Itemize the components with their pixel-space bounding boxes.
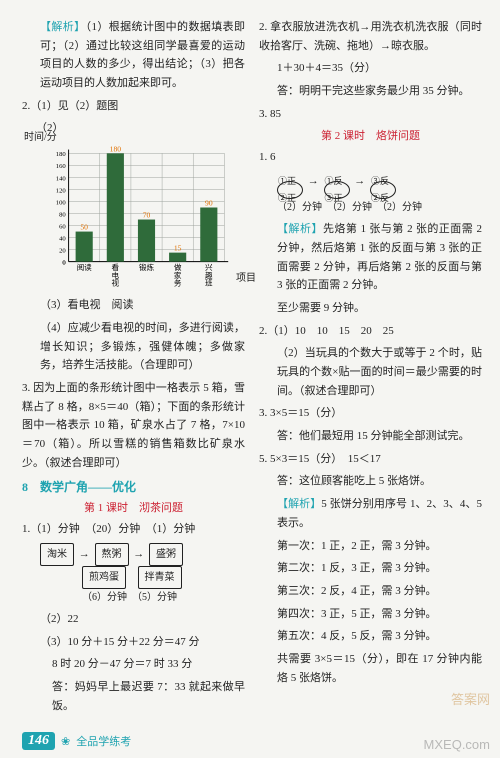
x-axis-label: 项目 bbox=[236, 269, 256, 284]
q3: 3. 因为上面的条形统计图中一格表示 5 箱，雪糕占了 8 格，8×5＝40（箱… bbox=[22, 379, 245, 472]
step-3: 第三次：2 反，4 正，需 3 分钟。 bbox=[259, 582, 482, 601]
page: 【解析】（1）根据统计图中的数据填表即可；（2）通过比较这组同学最喜爱的运动项目… bbox=[0, 0, 500, 719]
p-time: 8 时 20 分－47 分＝7 时 33 分 bbox=[22, 655, 245, 674]
section-title-8: 8 数学广角——优化 bbox=[22, 478, 245, 495]
analysis-label-2: 【解析】 bbox=[277, 223, 323, 235]
svg-text:60: 60 bbox=[59, 224, 66, 231]
p3: （3）看电视 阅读 bbox=[22, 296, 245, 315]
r-sum: 共需要 3×5＝15（分），即在 17 分钟内能烙 5 张烙饼。 bbox=[259, 650, 482, 687]
svg-text:锻炼: 锻炼 bbox=[139, 262, 155, 272]
r-q2r2: （2）当玩具的个数大于或等于 2 个时，贴玩具的个数×贴一面的时间＝最少需要的时… bbox=[259, 344, 482, 400]
p310: （3）10 分＋15 分＋22 分＝47 分 bbox=[22, 633, 245, 652]
flow-time-1: （6）分钟 bbox=[82, 592, 127, 603]
y-axis-label: 时间/分 bbox=[24, 128, 57, 143]
svg-text:100: 100 bbox=[56, 199, 67, 206]
flow-node-a: 淘米 bbox=[40, 543, 74, 566]
analysis-label-3: 【解析】 bbox=[277, 498, 321, 510]
bar-chart: 时间/分 项目 02040608010012014016018050阅读180看… bbox=[42, 142, 232, 292]
analysis-1: 【解析】（1）根据统计图中的数据填表即可；（2）通过比较这组同学最喜爱的运动项目… bbox=[22, 18, 245, 93]
svg-text:看电视: 看电视 bbox=[112, 263, 120, 287]
svg-text:阅读: 阅读 bbox=[77, 262, 93, 272]
r-q2c: 答：明明干完这些家务最少用 35 分钟。 bbox=[259, 82, 482, 101]
r-q3r2: 答：他们最短用 15 分钟能全部测试完。 bbox=[259, 427, 482, 446]
circle-node-1: ①正②正 bbox=[277, 181, 303, 199]
footer-flower-icon: ❀ bbox=[61, 735, 70, 748]
lesson-2-title: 第 2 课时 烙饼问题 bbox=[259, 127, 482, 143]
circle-flow: ①正②正 → ①反③正 → ③反②反 bbox=[259, 171, 482, 199]
r-q5b: 答：这位顾客能吃上 5 张烙饼。 bbox=[259, 472, 482, 491]
r-q2a: 2. 拿衣服放进洗衣机→用洗衣机洗衣服（同时收拾客厅、洗碗、拖地）→晾衣服。 bbox=[259, 18, 482, 55]
q1-line: 1.（1）分钟 （20）分钟 （1）分钟 bbox=[22, 520, 245, 539]
r-q3r: 3. 3×5＝15（分） bbox=[259, 404, 482, 423]
p22: （2）22 bbox=[22, 610, 245, 629]
r-q3: 3. 85 bbox=[259, 105, 482, 124]
arrow-icon: → bbox=[133, 544, 144, 565]
svg-text:15: 15 bbox=[174, 244, 182, 253]
r-q2r: 2.（1）10 10 15 20 25 bbox=[259, 322, 482, 341]
p-least: 至少需要 9 分钟。 bbox=[259, 299, 482, 318]
flow-node-b: 熬粥 bbox=[95, 543, 129, 566]
analysis-3: 【解析】5 张饼分别用序号 1、2、3、4、5 表示。 bbox=[259, 495, 482, 532]
chart-svg: 0 20 40 60 80 100 120 140 160 180 50 阅读 180 看电视 70 锻炼 15… bbox=[42, 142, 232, 292]
svg-text:40: 40 bbox=[59, 236, 66, 243]
watermark-2: MXEQ.com bbox=[424, 737, 490, 752]
r-q2b: 1＋30＋4＝35（分） bbox=[259, 59, 482, 78]
step-4: 第四次：3 正，5 正，需 3 分钟。 bbox=[259, 605, 482, 624]
svg-text:180: 180 bbox=[56, 151, 67, 158]
svg-text:160: 160 bbox=[56, 163, 67, 170]
flow-diagram: 淘米 → 熬粥 → 盛粥 bbox=[22, 543, 245, 566]
step-2: 第二次：1 反，3 正，需 3 分钟。 bbox=[259, 559, 482, 578]
svg-text:20: 20 bbox=[59, 248, 66, 255]
circle-node-2: ①反③正 bbox=[324, 181, 350, 199]
svg-text:兴趣班: 兴趣班 bbox=[205, 263, 213, 287]
svg-text:70: 70 bbox=[143, 211, 151, 220]
watermark-1: 答案网 bbox=[451, 689, 490, 708]
r-q1: 1. 6 bbox=[259, 148, 482, 167]
step-1: 第一次：1 正，2 正，需 3 分钟。 bbox=[259, 537, 482, 556]
svg-text:50: 50 bbox=[80, 223, 88, 232]
q2-heading: 2.（1）见（2）题图 bbox=[22, 97, 245, 116]
svg-text:做家务: 做家务 bbox=[174, 262, 182, 287]
circle-times: （2）分钟 （2）分钟 （2）分钟 bbox=[259, 199, 482, 216]
lesson-1-title: 第 1 课时 沏茶问题 bbox=[22, 499, 245, 515]
svg-text:80: 80 bbox=[59, 211, 66, 218]
page-footer: 146 ❀ 全品学练考 bbox=[22, 732, 131, 750]
page-number: 146 bbox=[22, 732, 55, 750]
arrow-icon: → bbox=[79, 544, 90, 565]
flow-times: （6）分钟 （5）分钟 bbox=[22, 589, 245, 606]
p-answer: 答：妈妈早上最迟要 7：33 就起来做早饭。 bbox=[22, 678, 245, 715]
arrow-icon: → bbox=[308, 171, 319, 192]
footer-text: 全品学练考 bbox=[76, 733, 131, 749]
flow-node-e: 拌青菜 bbox=[138, 566, 182, 589]
arrow-icon: → bbox=[354, 171, 365, 192]
circle-node-3: ③反②反 bbox=[370, 181, 396, 199]
step-5: 第五次：4 反，5 反，需 3 分钟。 bbox=[259, 627, 482, 646]
svg-text:0: 0 bbox=[62, 260, 66, 267]
svg-text:140: 140 bbox=[56, 175, 67, 182]
left-column: 【解析】（1）根据统计图中的数据填表即可；（2）通过比较这组同学最喜爱的运动项目… bbox=[22, 18, 245, 719]
analysis-2: 【解析】先烙第 1 张与第 2 张的正面需 2 分钟，然后烙第 1 张的反面与第… bbox=[259, 220, 482, 295]
flow-node-c: 盛粥 bbox=[149, 543, 183, 566]
flow-time-2: （5）分钟 bbox=[137, 592, 177, 603]
flow-diagram-2: 煎鸡蛋 拌青菜 bbox=[22, 566, 245, 589]
svg-text:120: 120 bbox=[56, 187, 67, 194]
svg-text:180: 180 bbox=[110, 145, 122, 154]
flow-node-d: 煎鸡蛋 bbox=[82, 566, 126, 589]
r-q5: 5. 5×3＝15（分） 15＜17 bbox=[259, 450, 482, 469]
p4: （4）应减少看电视的时间，多进行阅读，增长知识；多锻炼，强健体魄；多做家务，培养… bbox=[22, 319, 245, 375]
analysis-label: 【解析】 bbox=[40, 21, 86, 33]
svg-text:90: 90 bbox=[205, 199, 213, 208]
right-column: 2. 拿衣服放进洗衣机→用洗衣机洗衣服（同时收拾客厅、洗碗、拖地）→晾衣服。 1… bbox=[259, 18, 482, 719]
